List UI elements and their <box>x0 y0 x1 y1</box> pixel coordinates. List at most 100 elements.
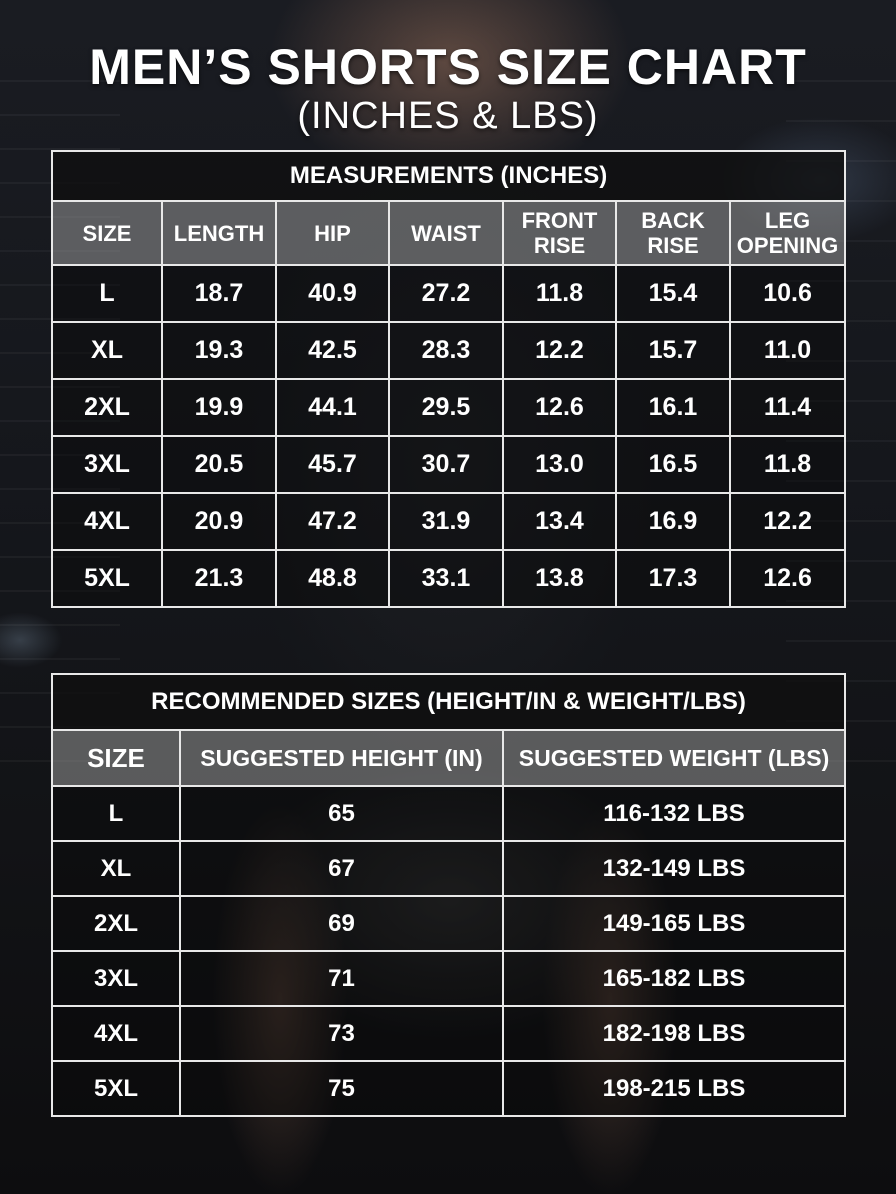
measurement-cell: 40.9 <box>275 264 390 323</box>
measurement-cell: 12.6 <box>728 549 847 608</box>
height-cell: 75 <box>179 1060 504 1117</box>
table-row: XL 67 132-149 LBS <box>51 840 846 897</box>
measurement-cell: 13.8 <box>502 549 617 608</box>
header-text: OPENING <box>736 233 839 258</box>
measurement-cell: 17.3 <box>615 549 731 608</box>
size-cell: 4XL <box>51 1005 181 1062</box>
table-row: 4XL 73 182-198 LBS <box>51 1005 846 1062</box>
size-cell: 2XL <box>51 378 163 437</box>
measurement-cell: 11.0 <box>728 321 847 380</box>
weight-cell: 116-132 LBS <box>502 785 846 842</box>
measurement-cell: 19.3 <box>161 321 277 380</box>
measurement-cell: 48.8 <box>275 549 390 608</box>
measurement-cell: 16.1 <box>615 378 731 437</box>
height-cell: 65 <box>179 785 504 842</box>
measurements-header-cell: BACK RISE <box>615 200 731 266</box>
recommended-header-row: SIZE SUGGESTED HEIGHT (IN) SUGGESTED WEIGH… <box>51 729 846 787</box>
measurement-cell: 45.7 <box>275 435 390 494</box>
table-row: 4XL 20.9 47.2 31.9 13.4 16.9 12.2 <box>51 492 847 551</box>
recommended-caption: RECOMMENDED SIZES (HEIGHT/IN & WEIGHT/LB… <box>51 673 846 731</box>
size-cell: L <box>51 785 181 842</box>
measurement-cell: 10.6 <box>728 264 847 323</box>
weight-cell: 149-165 LBS <box>502 895 846 952</box>
page-title: MEN’S SHORTS SIZE CHART <box>89 39 807 95</box>
size-cell: 3XL <box>51 950 181 1007</box>
measurements-header-cell: WAIST <box>388 200 504 266</box>
header-text: WAIST <box>411 220 481 246</box>
table-row: L 18.7 40.9 27.2 11.8 15.4 10.6 <box>51 264 847 323</box>
header-text: LENGTH <box>173 220 265 246</box>
measurements-header-cell: LENGTH <box>161 200 277 266</box>
measurement-cell: 16.5 <box>615 435 731 494</box>
measurement-cell: 18.7 <box>161 264 277 323</box>
measurements-table: MEASUREMENTS (INCHES) SIZE LENGTH HIP WAIST… <box>50 150 847 608</box>
header-text: HIP <box>314 220 351 246</box>
weight-cell: 198-215 LBS <box>502 1060 846 1117</box>
table-row: 2XL 19.9 44.1 29.5 12.6 16.1 11.4 <box>51 378 847 437</box>
size-cell: 2XL <box>51 895 181 952</box>
measurement-cell: 20.9 <box>161 492 277 551</box>
measurement-cell: 30.7 <box>388 435 504 494</box>
measurement-cell: 20.5 <box>161 435 277 494</box>
measurement-cell: 21.3 <box>161 549 277 608</box>
table-row: 2XL 69 149-165 LBS <box>51 895 846 952</box>
size-cell: 4XL <box>51 492 163 551</box>
measurement-cell: 12.6 <box>502 378 617 437</box>
recommended-header-cell: SUGGESTED WEIGHT (LBS) <box>502 729 846 787</box>
weight-cell: 165-182 LBS <box>502 950 846 1007</box>
height-cell: 69 <box>179 895 504 952</box>
recommended-header-cell: SIZE <box>51 729 181 787</box>
measurements-header-cell: LEG OPENING <box>728 200 847 266</box>
table-row: 5XL 75 198-215 LBS <box>51 1060 846 1117</box>
table-row: L 65 116-132 LBS <box>51 785 846 842</box>
height-cell: 67 <box>179 840 504 897</box>
table-row: 3XL 71 165-182 LBS <box>51 950 846 1007</box>
header-text: FRONT <box>521 208 598 233</box>
measurements-header-cell: SIZE <box>51 200 163 266</box>
size-cell: L <box>51 264 163 323</box>
size-cell: 5XL <box>51 549 163 608</box>
measurement-cell: 11.4 <box>728 378 847 437</box>
height-cell: 71 <box>179 950 504 1007</box>
measurement-cell: 28.3 <box>388 321 504 380</box>
table-row: 5XL 21.3 48.8 33.1 13.8 17.3 12.6 <box>51 549 847 608</box>
measurement-cell: 15.4 <box>615 264 731 323</box>
weight-cell: 182-198 LBS <box>502 1005 846 1062</box>
size-cell: XL <box>51 321 163 380</box>
measurements-header-row: SIZE LENGTH HIP WAIST FRONT RISE BACK RISE LEG OP… <box>51 200 847 266</box>
recommended-header-cell: SUGGESTED HEIGHT (IN) <box>179 729 504 787</box>
header-text: RISE <box>533 233 586 258</box>
table-row: 3XL 20.5 45.7 30.7 13.0 16.5 11.8 <box>51 435 847 494</box>
measurement-cell: 13.4 <box>502 492 617 551</box>
measurement-cell: 42.5 <box>275 321 390 380</box>
measurement-cell: 11.8 <box>502 264 617 323</box>
measurement-cell: 12.2 <box>502 321 617 380</box>
size-cell: XL <box>51 840 181 897</box>
header-text: BACK <box>641 208 705 233</box>
header-text: LEG <box>764 208 811 233</box>
measurements-header-cell: HIP <box>275 200 390 266</box>
measurement-cell: 15.7 <box>615 321 731 380</box>
measurement-cell: 11.8 <box>728 435 847 494</box>
measurement-cell: 44.1 <box>275 378 390 437</box>
page-subtitle: (INCHES & LBS) <box>297 95 599 137</box>
weight-cell: 132-149 LBS <box>502 840 846 897</box>
measurement-cell: 12.2 <box>728 492 847 551</box>
recommended-sizes-table: RECOMMENDED SIZES (HEIGHT/IN & WEIGHT/LB… <box>51 673 846 1117</box>
measurement-cell: 16.9 <box>615 492 731 551</box>
size-cell: 5XL <box>51 1060 181 1117</box>
header-text: SIZE <box>82 220 132 246</box>
measurement-cell: 29.5 <box>388 378 504 437</box>
height-cell: 73 <box>179 1005 504 1062</box>
measurements-caption: MEASUREMENTS (INCHES) <box>50 150 847 202</box>
measurement-cell: 19.9 <box>161 378 277 437</box>
measurement-cell: 33.1 <box>388 549 504 608</box>
measurement-cell: 31.9 <box>388 492 504 551</box>
size-cell: 3XL <box>51 435 163 494</box>
measurement-cell: 47.2 <box>275 492 390 551</box>
measurements-header-cell: FRONT RISE <box>502 200 617 266</box>
table-row: XL 19.3 42.5 28.3 12.2 15.7 11.0 <box>51 321 847 380</box>
measurement-cell: 27.2 <box>388 264 504 323</box>
measurement-cell: 13.0 <box>502 435 617 494</box>
header-text: RISE <box>647 233 699 258</box>
